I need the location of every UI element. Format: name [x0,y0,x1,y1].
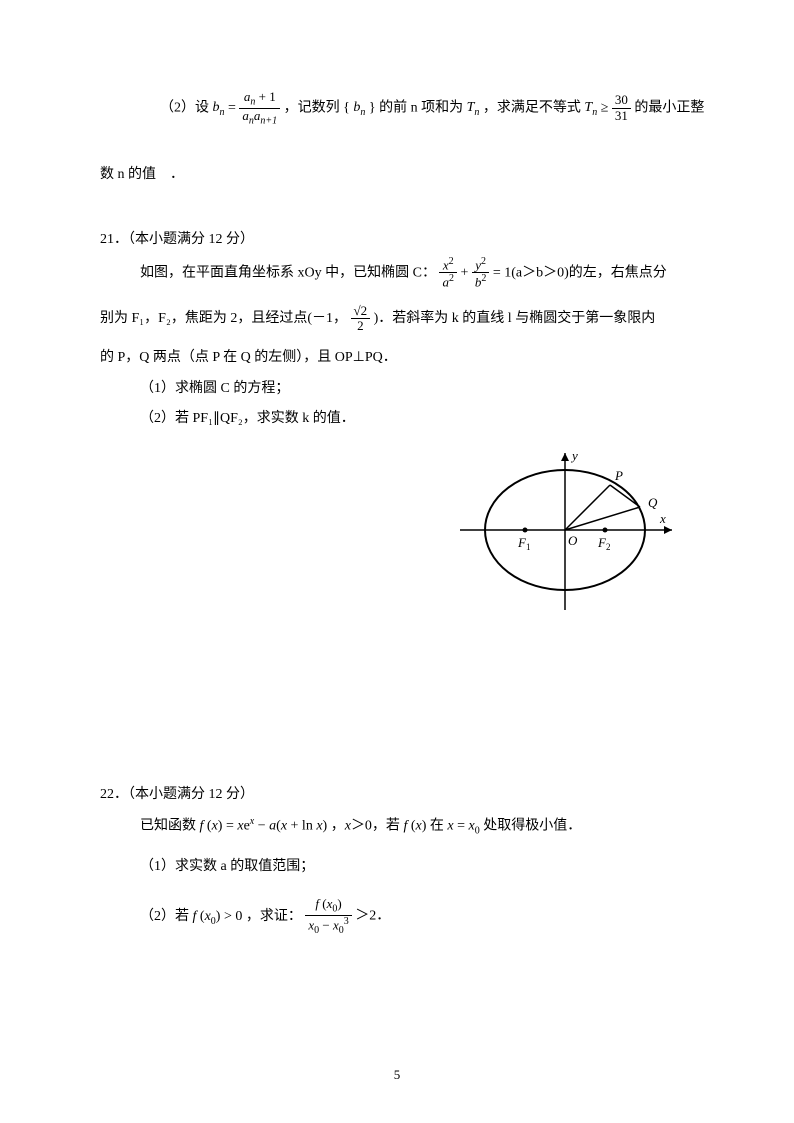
numerator: 30 [612,93,631,108]
text: = 1(a＞b＞0)的左，右焦点分 [493,265,667,280]
q21-line3: 的 P，Q 两点（点 P 在 Q 的左侧），且 OP⊥PQ． [100,343,694,374]
denominator: x0 − x03 [305,916,351,936]
page-number: 5 [0,1067,794,1083]
text: Tn ≥ [584,100,611,115]
text: bn = [213,100,240,115]
denominator: a2 [439,273,457,290]
q20-part2-line1: （2）设 bn = an + 1 anan+1 ，记数列 { bn } 的前 n… [100,90,694,126]
denominator: 31 [612,109,631,123]
text: 别为 F₁，F₂，焦距为 2，且经过点(－1， [100,311,347,326]
text: ，求满足不等式 [483,100,581,115]
text: + [460,265,471,280]
svg-text:x: x [659,511,666,526]
numerator: y2 [472,256,490,274]
fraction: y2 b2 [472,256,490,290]
svg-text:y: y [570,448,578,463]
q21-part2: （2）若 PF₁∥QF₂，求实数 k 的值． [100,404,694,435]
text: Tn [467,100,480,115]
text: 的最小正整 [634,100,704,115]
fraction: an + 1 anan+1 [239,90,280,126]
svg-text:Q: Q [648,495,658,510]
q22-part1: （1）求实数 a 的取值范围； [100,852,694,883]
numerator: x2 [439,256,457,274]
q21-part1: （1）求椭圆 C 的方程； [100,374,694,405]
q22-line1: 已知函数 f (x) = xex − a(x + ln x) ，x＞0，若 f … [100,811,694,842]
fraction: √2 2 [351,304,371,334]
text: 的前 n 项和为 [379,100,463,115]
q20-part2-line2: 数 n 的值 ． [100,160,694,191]
fraction: 30 31 [612,93,631,123]
numerator: √2 [351,304,371,319]
text: )．若斜率为 k 的直线 l 与椭圆交于第一象限内 [374,311,656,326]
svg-text:2: 2 [606,542,611,552]
fraction: f (x0) x0 − x03 [305,897,351,936]
denominator: anan+1 [239,109,280,127]
text: ＞2． [355,909,390,924]
q21-line1: 如图，在平面直角坐标系 xOy 中，已知椭圆 C： x2 a2 + y2 b2 … [100,256,694,290]
q22-heading: 22．（本小题满分 12 分） [100,780,694,811]
q21-heading: 21．（本小题满分 12 分） [100,225,694,256]
text: （2）若 f (x0) > 0 ，求证： [140,909,302,924]
q22-part2: （2）若 f (x0) > 0 ，求证： f (x0) x0 − x03 ＞2． [100,897,694,936]
text: （2）设 [160,100,209,115]
ellipse-diagram: F1F2OPQxy [460,445,680,620]
text: { bn } [343,100,375,115]
denominator: 2 [351,319,371,333]
numerator: an + 1 [239,90,280,109]
text: ，记数列 [284,100,340,115]
denominator: b2 [472,273,490,290]
svg-text:O: O [568,533,578,548]
svg-text:P: P [614,468,623,483]
numerator: f (x0) [305,897,351,916]
svg-text:1: 1 [526,542,531,552]
q21-line2: 别为 F₁，F₂，焦距为 2，且经过点(－1， √2 2 )．若斜率为 k 的直… [100,304,694,335]
fraction: x2 a2 [439,256,457,290]
text: 如图，在平面直角坐标系 xOy 中，已知椭圆 C： [140,265,436,280]
